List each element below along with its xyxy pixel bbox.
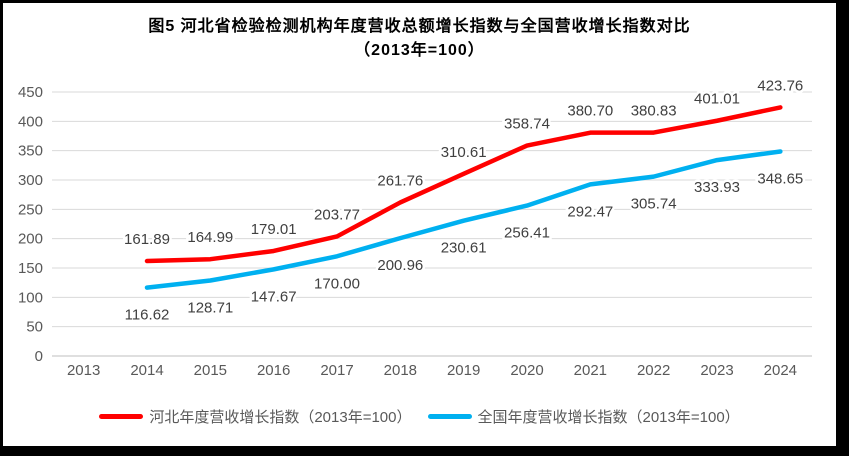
data-label-0: 261.76 xyxy=(377,172,423,189)
x-tick-label: 2015 xyxy=(194,362,227,379)
y-tick-label: 150 xyxy=(18,260,43,277)
series-line-1 xyxy=(144,149,783,290)
data-label-1: 116.62 xyxy=(125,307,170,324)
data-label-1: 128.71 xyxy=(187,299,233,316)
legend-label-national: 全国年度营收增长指数（2013年=100） xyxy=(477,409,740,426)
chart-title: 图5 河北省检验检测机构年度营收总额增长指数与全国营收增长指数对比 xyxy=(148,18,691,35)
data-label-0: 401.01 xyxy=(694,91,740,108)
data-label-1: 170.00 xyxy=(314,275,360,292)
chart-canvas: 图5 河北省检验检测机构年度营收总额增长指数与全国营收增长指数对比 （2013年… xyxy=(3,3,836,446)
data-label-0: 161.89 xyxy=(124,231,170,248)
data-label-0: 358.74 xyxy=(504,116,550,133)
data-label-1: 200.96 xyxy=(377,257,423,274)
y-tick-label: 450 xyxy=(18,84,43,101)
legend-key-hebei-line xyxy=(99,414,144,419)
x-tick-label: 2014 xyxy=(130,362,163,379)
data-label-0: 203.77 xyxy=(314,206,360,223)
data-label-1: 147.67 xyxy=(251,288,297,305)
y-tick-label: 400 xyxy=(18,113,43,130)
data-label-1: 292.47 xyxy=(567,203,613,220)
legend-item-national: 全国年度营收增长指数（2013年=100） xyxy=(427,406,740,427)
data-label-1: 305.74 xyxy=(631,196,677,213)
x-tick-label: 2018 xyxy=(384,362,417,379)
x-tick-label: 2016 xyxy=(257,362,290,379)
data-label-0: 380.70 xyxy=(567,103,613,120)
y-tick-label: 350 xyxy=(18,143,43,160)
y-tick-label: 300 xyxy=(18,172,43,189)
x-tick-label: 2022 xyxy=(637,362,670,379)
x-tick-label: 2023 xyxy=(700,362,733,379)
legend: 河北年度营收增长指数（2013年=100） 全国年度营收增长指数（2013年=1… xyxy=(3,406,836,427)
chart-title-block: 图5 河北省检验检测机构年度营收总额增长指数与全国营收增长指数对比 （2013年… xyxy=(3,15,836,63)
series-line-0 xyxy=(144,105,783,264)
x-tick-label: 2019 xyxy=(447,362,480,379)
data-label-0: 310.61 xyxy=(441,144,487,161)
data-label-1: 333.93 xyxy=(694,179,740,196)
legend-item-hebei: 河北年度营收增长指数（2013年=100） xyxy=(99,406,412,427)
x-tick-label: 2013 xyxy=(67,362,100,379)
data-label-0: 423.76 xyxy=(757,77,803,94)
chart-subtitle: （2013年=100） xyxy=(354,42,485,59)
data-label-0: 164.99 xyxy=(187,229,233,246)
data-label-1: 256.41 xyxy=(504,225,550,242)
legend-key-national-line xyxy=(427,414,472,419)
x-tick-label: 2020 xyxy=(510,362,543,379)
data-label-0: 380.83 xyxy=(631,103,677,120)
x-tick-label: 2017 xyxy=(320,362,353,379)
x-tick-label: 2024 xyxy=(764,362,797,379)
legend-label-hebei: 河北年度营收增长指数（2013年=100） xyxy=(149,409,412,426)
y-tick-label: 200 xyxy=(18,231,43,248)
y-tick-label: 50 xyxy=(26,319,43,336)
data-label-1: 230.61 xyxy=(441,240,487,257)
y-tick-label: 100 xyxy=(18,289,43,306)
data-label-0: 179.01 xyxy=(251,221,297,238)
y-tick-label: 0 xyxy=(35,348,43,365)
x-tick-label: 2021 xyxy=(574,362,607,379)
y-tick-label: 250 xyxy=(18,201,43,218)
data-label-1: 348.65 xyxy=(757,170,803,187)
plot-area: 0 50 100 150 200 250 300 350 400 450 2013 2014 2015 2… xyxy=(18,75,812,379)
